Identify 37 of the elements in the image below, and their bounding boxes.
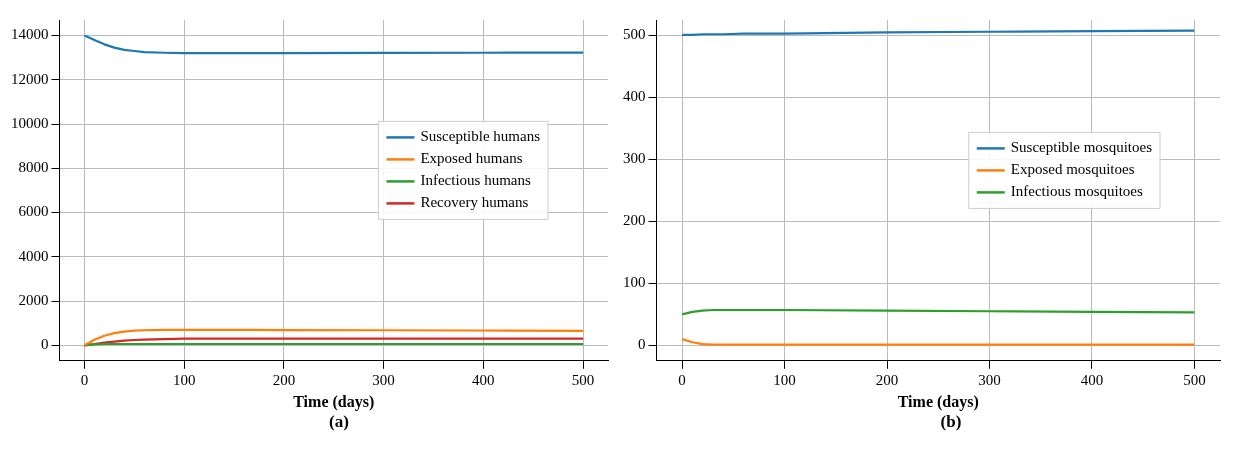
y-tick-label: 6000 [18,203,49,220]
y-tick-label: 12000 [11,70,49,87]
y-tick-label: 14000 [11,26,49,43]
x-tick-label: 500 [571,371,595,388]
legend-label: Exposed mosquitoes [1010,161,1135,178]
x-tick-label: 400 [472,371,495,388]
x-tick-label: 300 [978,371,1001,388]
x-tick-label: 200 [875,371,899,388]
y-tick-label: 500 [623,26,646,43]
y-tick-label: 2000 [18,291,49,308]
x-tick-label: 300 [372,371,395,388]
x-tick-label: 400 [1080,371,1104,388]
y-tick-label: 10000 [11,114,49,131]
x-axis-title: Time (days) [293,392,375,411]
y-tick-label: 0 [41,336,49,353]
legend-label: Recovery humans [420,194,529,211]
text: (a) [328,412,350,432]
x-tick-label: 500 [1183,371,1206,388]
y-tick-label: 200 [623,212,646,229]
legend-label: Susceptible humans [420,128,541,145]
x-tick-label: 0 [678,371,686,388]
y-tick-label: 100 [623,274,646,291]
legend-label: Infectious humans [420,172,531,189]
y-tick-label: 8000 [18,159,49,176]
text: (b) [939,412,963,432]
x-tick-label: 100 [172,371,196,388]
y-tick-label: 4000 [18,247,49,264]
legend-label: Susceptible mosquitoes [1010,139,1153,156]
legend-label: Exposed humans [420,150,523,167]
x-tick-label: 0 [80,371,89,388]
y-tick-label: 300 [623,150,646,167]
y-tick-label: 0 [638,336,646,353]
y-tick-label: 400 [623,88,646,105]
x-tick-label: 200 [272,371,296,388]
x-tick-label: 100 [773,371,796,388]
x-axis-title: Time (days) [897,392,979,411]
legend-label: Infectious mosquitoes [1010,183,1143,200]
